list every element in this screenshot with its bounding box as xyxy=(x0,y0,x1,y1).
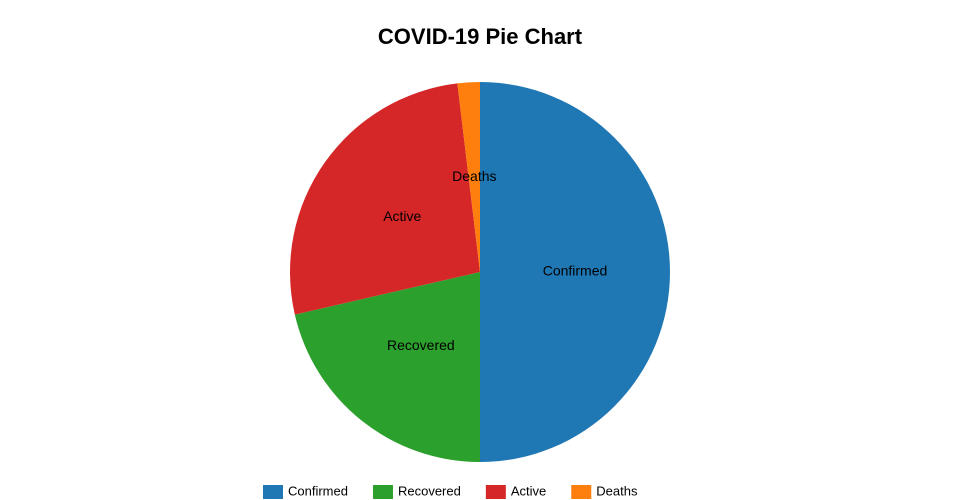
pie-slice xyxy=(480,82,670,462)
legend-label: Confirmed xyxy=(288,483,348,498)
legend-swatch xyxy=(263,485,283,499)
legend: Confirmed Recovered Active Deaths xyxy=(263,483,638,499)
legend-swatch xyxy=(485,485,506,499)
slice-label: Active xyxy=(383,208,421,224)
slice-label: Confirmed xyxy=(543,263,608,279)
chart-title: COVID-19 Pie Chart xyxy=(378,24,583,49)
slice-label: Deaths xyxy=(452,168,496,184)
slice-label: Recovered xyxy=(387,337,455,353)
pie-slice xyxy=(294,272,480,462)
legend-label: Recovered xyxy=(398,483,461,498)
pie-slice xyxy=(457,82,480,272)
legend-swatch xyxy=(372,485,393,499)
pie-slice xyxy=(290,83,480,315)
legend-swatch xyxy=(571,485,592,499)
legend-label: Active xyxy=(511,483,546,498)
legend-label: Deaths xyxy=(596,483,638,498)
